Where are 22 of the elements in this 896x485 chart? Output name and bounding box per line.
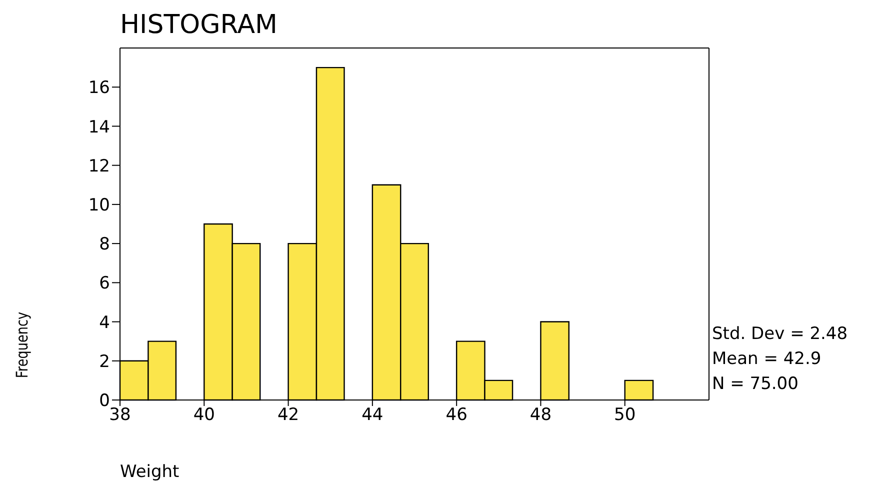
y-axis-title: Frequency — [12, 312, 32, 378]
text: Mean = 42.9 — [712, 348, 822, 371]
y-tick-label: 10 — [88, 195, 110, 216]
text: Std. Dev = 2.48 — [712, 323, 848, 346]
y-tick-label: 0 — [99, 391, 110, 412]
y-tick-label: 8 — [99, 234, 110, 255]
y-tick-label: 6 — [99, 274, 110, 294]
x-tick-label: 50 — [614, 405, 636, 426]
x-tick-label: 46 — [446, 405, 468, 426]
x-tick-label: 38 — [109, 405, 131, 426]
y-tick-label: 14 — [88, 117, 110, 138]
x-axis-title: Weight — [120, 462, 180, 482]
y-tick-label: 12 — [88, 156, 110, 176]
text: N = 75.00 — [712, 373, 800, 396]
x-tick-label: 42 — [277, 405, 300, 426]
y-tick-label: 4 — [99, 312, 110, 333]
y-tick-label: 2 — [99, 352, 110, 372]
x-tick-label: 48 — [530, 405, 552, 426]
x-tick-label: 40 — [193, 405, 215, 426]
chart-title: HISTOGRAM — [120, 10, 278, 40]
x-tick-label: 44 — [362, 405, 384, 426]
y-tick-label: 16 — [88, 78, 110, 98]
